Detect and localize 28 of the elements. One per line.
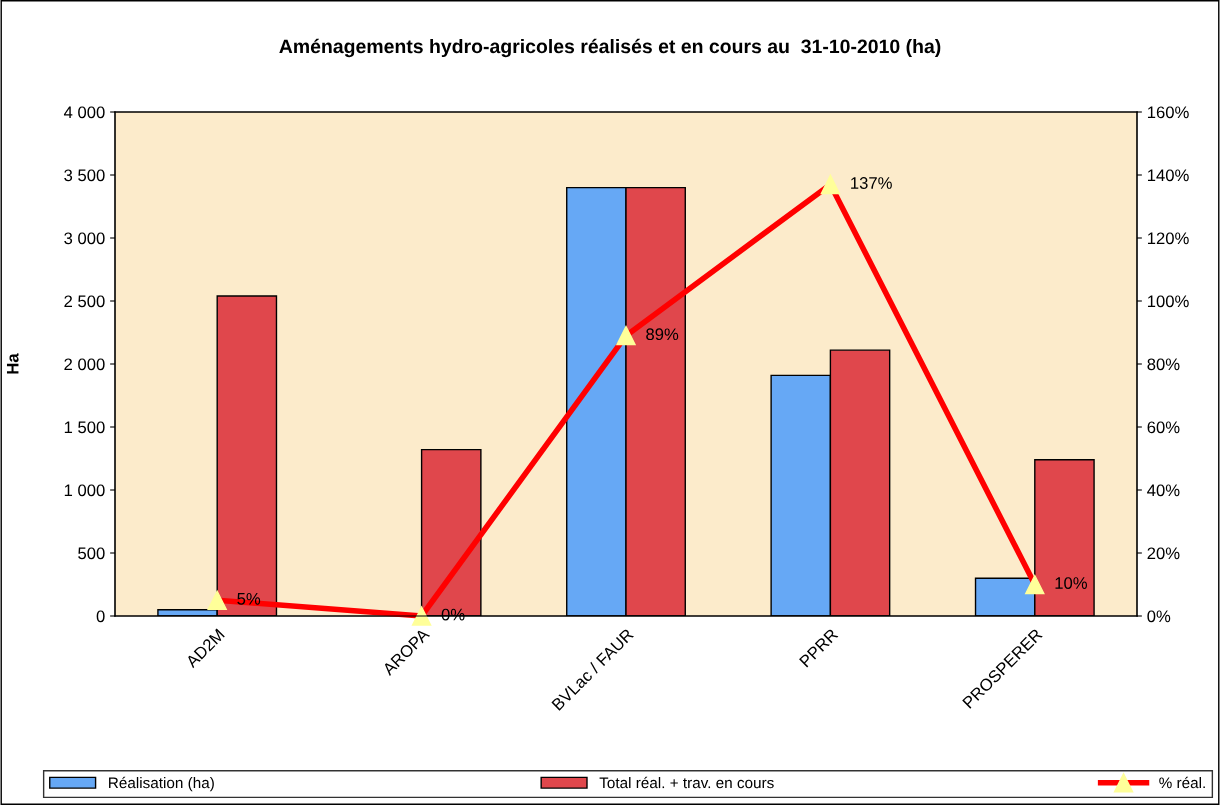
y-axis-title: Ha xyxy=(6,353,19,374)
legend-label: % réal. xyxy=(1159,776,1205,789)
y2-tick-label: 0% xyxy=(1147,610,1171,623)
y-tick-label: 3 500 xyxy=(64,169,105,182)
y-tick-label: 2 000 xyxy=(64,358,105,371)
data-label: 10% xyxy=(1055,577,1088,589)
y2-tick-label: 80% xyxy=(1147,358,1180,371)
data-label: 5% xyxy=(237,592,261,605)
y2-tick-label: 100% xyxy=(1147,295,1189,308)
y-tick-label: 2 500 xyxy=(64,295,105,308)
y2-tick-label: 20% xyxy=(1147,547,1180,560)
y-tick-label: 3 000 xyxy=(64,232,105,245)
y-tick-label: 500 xyxy=(78,547,105,560)
y-tick-label: 4 000 xyxy=(63,106,105,119)
y2-tick-label: 140% xyxy=(1147,169,1189,182)
y2-tick-label: 160% xyxy=(1147,106,1189,119)
data-label: 89% xyxy=(646,328,679,341)
data-label: 0% xyxy=(441,608,465,621)
data-label: 137% xyxy=(851,177,892,189)
y-tick-label: 1 000 xyxy=(64,484,105,497)
legend-label: Réalisation (ha) xyxy=(109,776,214,792)
y-tick-label: 0 xyxy=(96,610,105,623)
y-tick-label: 1 500 xyxy=(64,421,105,434)
legend-label: Total réal. + trav. en cours xyxy=(599,776,774,789)
y2-tick-label: 40% xyxy=(1147,484,1180,497)
y2-tick-label: 60% xyxy=(1147,421,1180,434)
chart-title: Aménagements hydro-agricoles réalisés et en cours au 31-10-2010 (ha) xyxy=(279,38,941,58)
y2-tick-label: 120% xyxy=(1147,232,1189,245)
